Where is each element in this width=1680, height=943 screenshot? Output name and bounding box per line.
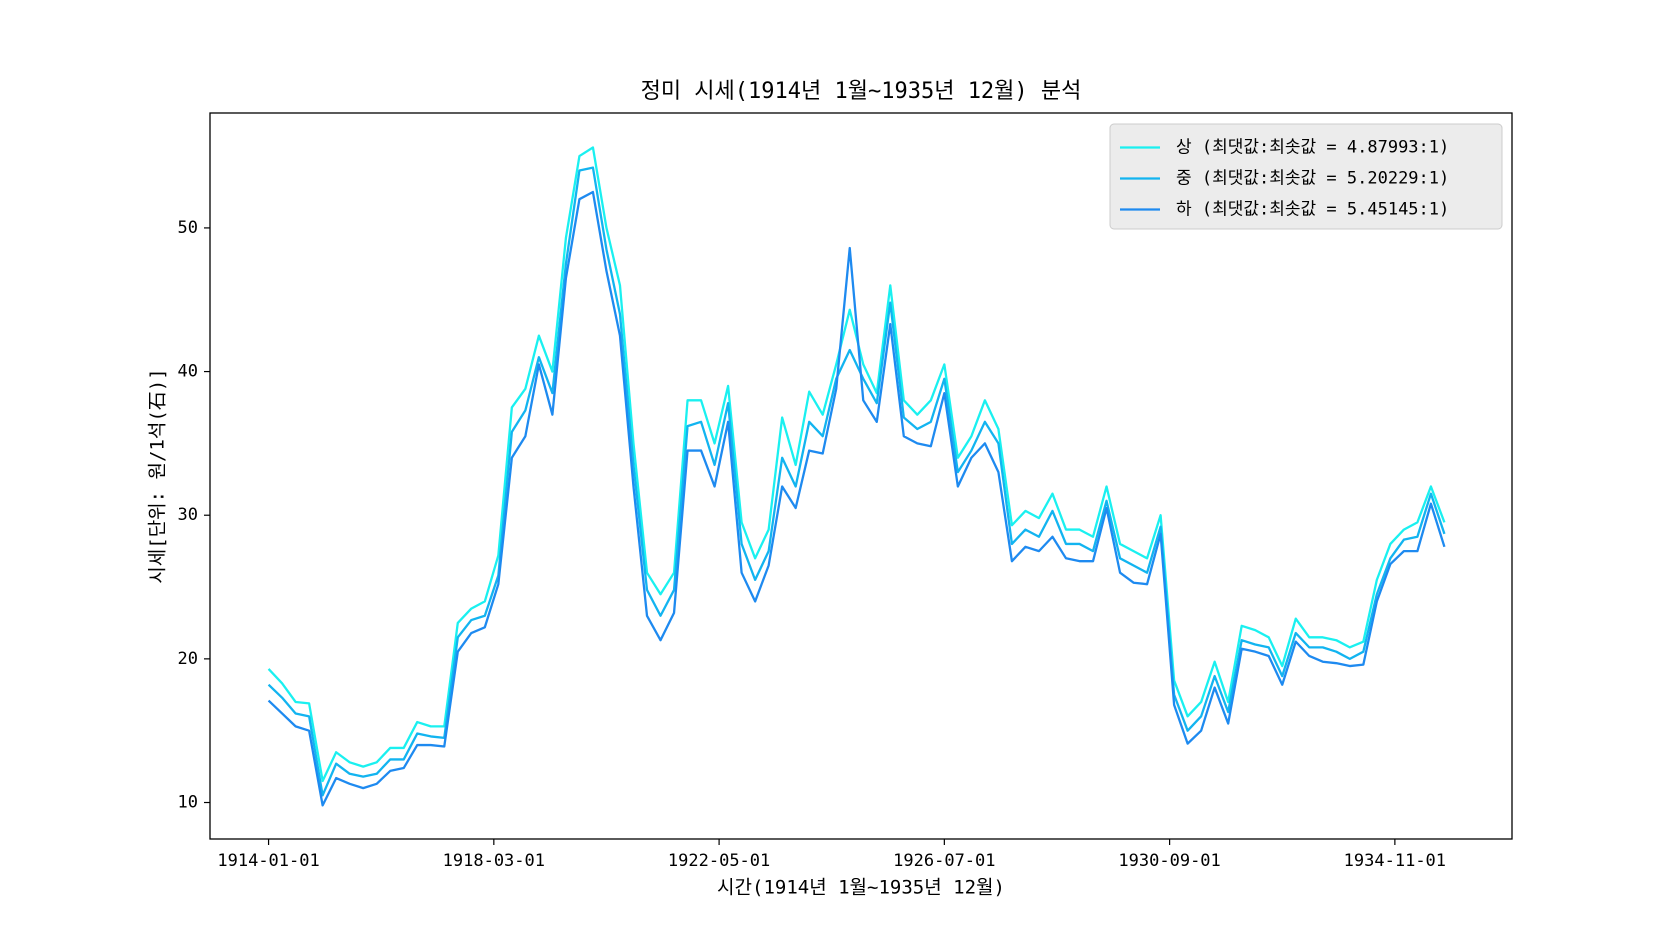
plot-frame (209, 112, 1513, 840)
series-line (267, 190, 1446, 807)
chart-title: 정미 시세(1914년 1월~1935년 12월) 분석 (641, 79, 1082, 104)
x-axis-label: 시간(1914년 1월~1935년 12월) (717, 877, 1005, 899)
x-tick-label: 1922-05-01 (668, 851, 770, 871)
x-tick-label: 1930-09-01 (1118, 851, 1220, 871)
x-tick-label: 1918-03-01 (443, 851, 545, 871)
y-tick-label: 10 (178, 793, 198, 813)
y-axis-label: 시세[단위: 원/1석(石)] (147, 368, 169, 583)
y-tick-label: 50 (178, 218, 198, 238)
legend-label: 하 (최댓값:최솟값 = 5.45145:1) (1176, 200, 1449, 220)
legend: 상 (최댓값:최솟값 = 4.87993:1) 중 (최댓값:최솟값 = 5.20… (1109, 123, 1503, 230)
legend-box (1109, 123, 1503, 230)
legend-label: 중 (최댓값:최솟값 = 5.20229:1) (1176, 169, 1449, 189)
y-tick-label: 30 (178, 505, 198, 525)
y-tick-label: 20 (178, 649, 198, 669)
x-tick-label: 1934-11-01 (1344, 851, 1446, 871)
y-tick-label: 40 (178, 362, 198, 382)
x-tick-label: 1926-07-01 (893, 851, 995, 871)
x-tick-label: 1914-01-01 (217, 851, 319, 871)
legend-label: 상 (최댓값:최솟값 = 4.87993:1) (1176, 138, 1449, 158)
series-line (267, 166, 1446, 797)
